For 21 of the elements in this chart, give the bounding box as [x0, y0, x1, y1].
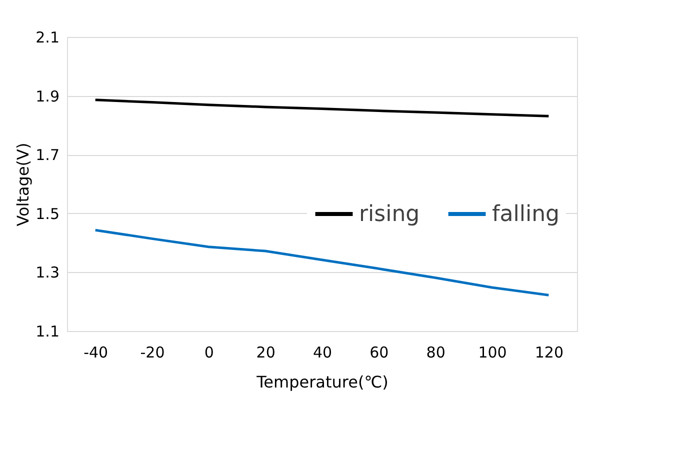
x-tick-label: 20	[256, 344, 276, 362]
y-tick-label: 1.5	[36, 204, 60, 223]
legend-label: rising	[359, 202, 420, 227]
x-tick-label: 80	[426, 344, 446, 362]
line-series	[94, 228, 550, 296]
legend-label: falling	[492, 202, 560, 227]
x-tick-label: 100	[478, 344, 507, 362]
x-tick-label: 40	[312, 344, 332, 362]
x-tick-label: 0	[204, 344, 214, 362]
x-tick-label: 120	[534, 344, 564, 362]
line-series	[94, 98, 550, 118]
y-tick-label: 1.1	[36, 322, 60, 340]
x-tick-label: -40	[84, 344, 108, 362]
y-tick-label: 2.1	[36, 28, 60, 46]
x-tick-label: -20	[140, 344, 165, 362]
y-tick-label: 1.7	[36, 146, 60, 164]
x-axis-title: Temperature(℃)	[256, 372, 388, 392]
x-tick-label: 60	[370, 344, 389, 362]
y-axis-title: Voltage(V)	[14, 142, 33, 226]
y-tick-label: 1.9	[36, 87, 60, 106]
y-tick-label: 1.3	[36, 264, 60, 282]
